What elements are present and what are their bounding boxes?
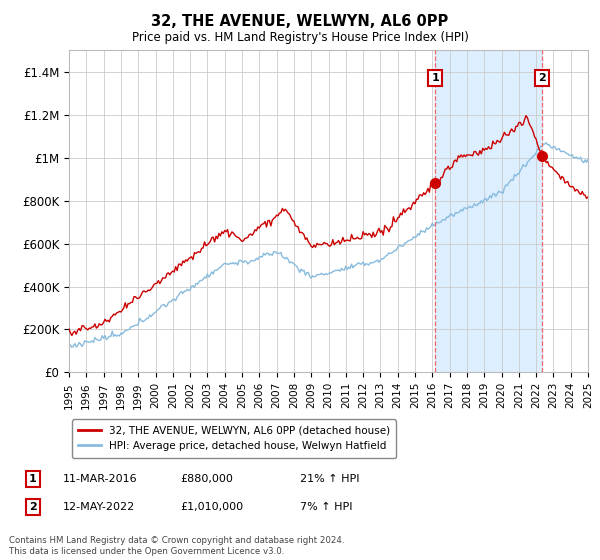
Text: 32, THE AVENUE, WELWYN, AL6 0PP: 32, THE AVENUE, WELWYN, AL6 0PP: [151, 14, 449, 29]
Text: 21% ↑ HPI: 21% ↑ HPI: [300, 474, 359, 484]
Text: £1,010,000: £1,010,000: [180, 502, 243, 512]
Text: 2: 2: [538, 73, 546, 83]
Text: 2: 2: [29, 502, 37, 512]
Text: 7% ↑ HPI: 7% ↑ HPI: [300, 502, 353, 512]
Legend: 32, THE AVENUE, WELWYN, AL6 0PP (detached house), HPI: Average price, detached h: 32, THE AVENUE, WELWYN, AL6 0PP (detache…: [71, 419, 397, 458]
Text: Contains HM Land Registry data © Crown copyright and database right 2024.
This d: Contains HM Land Registry data © Crown c…: [9, 536, 344, 556]
Text: 1: 1: [431, 73, 439, 83]
Text: 12-MAY-2022: 12-MAY-2022: [63, 502, 135, 512]
Bar: [436, 50, 542, 372]
Text: 1: 1: [29, 474, 37, 484]
Text: £880,000: £880,000: [180, 474, 233, 484]
Text: 11-MAR-2016: 11-MAR-2016: [63, 474, 137, 484]
Text: Price paid vs. HM Land Registry's House Price Index (HPI): Price paid vs. HM Land Registry's House …: [131, 31, 469, 44]
